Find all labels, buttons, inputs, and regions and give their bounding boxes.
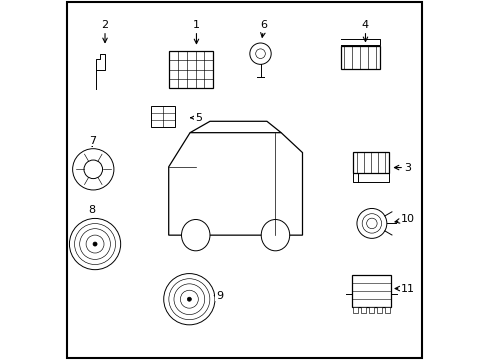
Text: 8: 8 xyxy=(88,205,96,215)
Polygon shape xyxy=(168,133,302,235)
Circle shape xyxy=(84,160,102,179)
Circle shape xyxy=(93,242,97,246)
Text: 9: 9 xyxy=(214,291,223,301)
Ellipse shape xyxy=(181,220,209,251)
Circle shape xyxy=(73,149,114,190)
Bar xyxy=(352,152,388,173)
Text: 5: 5 xyxy=(190,113,202,123)
Circle shape xyxy=(163,274,215,325)
Text: 1: 1 xyxy=(193,20,200,44)
Bar xyxy=(376,307,381,313)
Bar xyxy=(384,307,389,313)
Polygon shape xyxy=(96,54,105,89)
Text: 6: 6 xyxy=(260,20,267,37)
Bar xyxy=(353,307,358,313)
Bar xyxy=(361,307,366,313)
Circle shape xyxy=(187,297,191,301)
Text: 10: 10 xyxy=(394,214,414,224)
Text: 3: 3 xyxy=(394,163,411,172)
Text: 11: 11 xyxy=(394,284,414,293)
Text: 7: 7 xyxy=(88,136,96,147)
Bar xyxy=(168,51,213,88)
Bar xyxy=(340,46,379,69)
Circle shape xyxy=(356,208,386,238)
Bar xyxy=(351,275,391,307)
Circle shape xyxy=(249,43,271,64)
Ellipse shape xyxy=(261,220,289,251)
Text: 2: 2 xyxy=(101,20,108,42)
Bar xyxy=(368,307,373,313)
Text: 4: 4 xyxy=(361,20,368,41)
Circle shape xyxy=(69,219,121,270)
Bar xyxy=(151,106,175,127)
